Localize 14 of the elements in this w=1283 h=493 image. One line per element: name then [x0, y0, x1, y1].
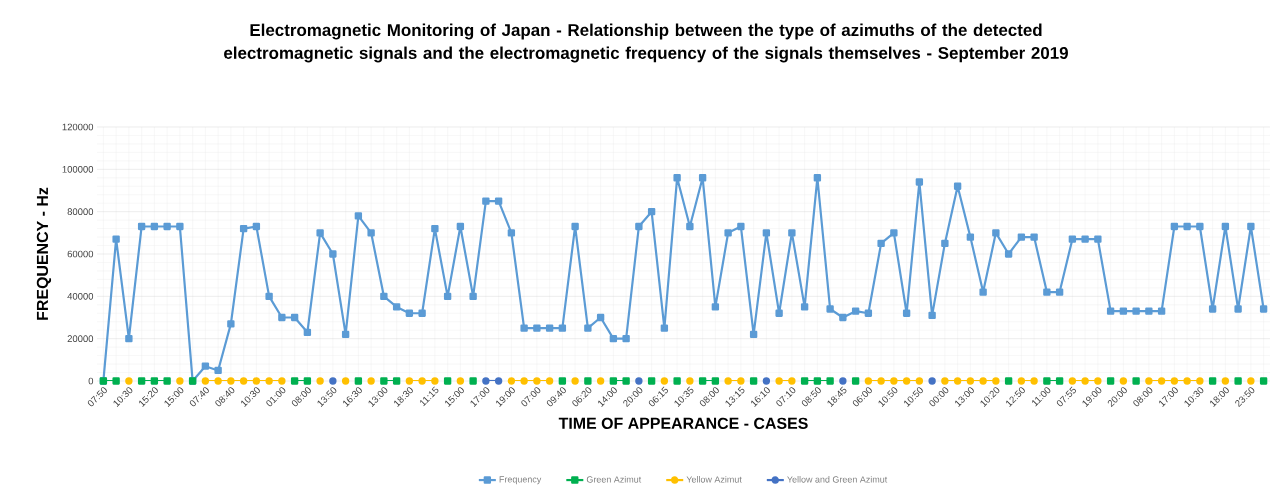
y-tick-label: 40000 — [67, 292, 94, 300]
y-tick-label: 120000 — [62, 123, 94, 131]
legend-label: Frequency — [499, 476, 542, 485]
y-tick-label: 100000 — [62, 165, 94, 173]
legend-label: Green Azimut — [586, 476, 642, 483]
legend-label: Yellow Azimut — [686, 476, 742, 483]
y-axis-title: FREQUENCY - Hz — [36, 187, 52, 320]
legend-label: Yellow and Green Azimut — [787, 476, 888, 483]
y-tick-label: 20000 — [67, 335, 94, 343]
y-tick-label: 0 — [88, 377, 94, 385]
chart-title: Electromagnetic Monitoring of Japan - Relationship between the type of azimuths of the detected electromagnetic signals and the electromagnetic frequency of the signals themselves - September 2019 — [224, 23, 1068, 63]
x-axis-title: TIME OF APPEARANCE - CASES — [558, 417, 808, 429]
y-tick-label: 60000 — [67, 250, 94, 258]
y-tick-label: 80000 — [67, 208, 94, 216]
